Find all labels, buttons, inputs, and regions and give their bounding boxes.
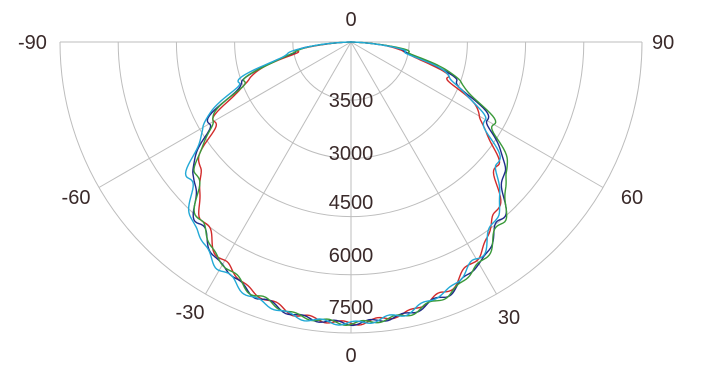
grid-spoke-minus60 xyxy=(98,41,352,188)
labels-layer: -90 -60 -30 0 30 60 90 0 3500 3000 4500 6000 7500 xyxy=(18,9,674,367)
series-line-1 xyxy=(197,41,502,326)
radial-label-3: 4500 xyxy=(329,192,374,214)
radial-label-5: 7500 xyxy=(329,297,374,319)
angle-label-30: 30 xyxy=(498,307,520,329)
angle-label-90: 90 xyxy=(652,32,674,54)
angle-label-minus90: -90 xyxy=(18,32,47,54)
angle-label-0: 0 xyxy=(345,345,356,367)
series-line-3 xyxy=(193,41,509,327)
grid xyxy=(59,41,643,334)
radial-label-4: 6000 xyxy=(329,245,374,267)
radial-label-1: 3500 xyxy=(329,90,374,112)
angle-label-minus30: -30 xyxy=(176,302,205,324)
series-line-4 xyxy=(184,41,501,326)
series-line-2 xyxy=(192,41,508,327)
radial-label-2: 3000 xyxy=(329,143,374,165)
series-layer xyxy=(184,41,509,327)
grid-spoke-60 xyxy=(350,41,604,188)
grid-spoke-minus30 xyxy=(205,41,352,295)
top-zero-label: 0 xyxy=(345,9,356,31)
angle-label-minus60: -60 xyxy=(62,187,91,209)
angle-label-60: 60 xyxy=(621,187,643,209)
grid-spoke-30 xyxy=(350,41,497,295)
